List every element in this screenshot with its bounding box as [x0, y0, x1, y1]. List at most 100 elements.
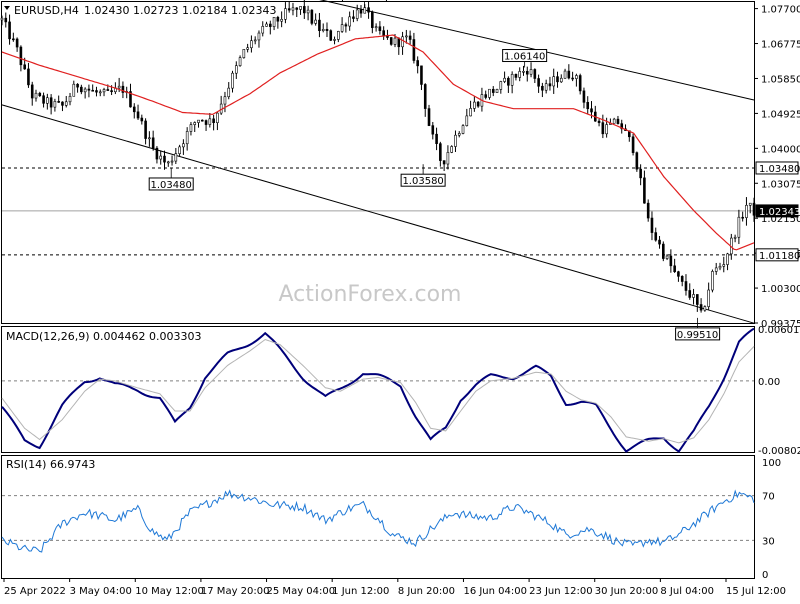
candle-body	[95, 90, 98, 93]
candle-body	[136, 111, 140, 119]
x-tick-label: 8 Jul 04:00	[660, 586, 714, 597]
candle-body	[231, 72, 234, 89]
candle-body	[15, 38, 19, 48]
candle-body	[737, 216, 741, 238]
candle-body	[170, 160, 174, 163]
rsi-y-axis: 100 70 30 0	[762, 458, 781, 581]
candle-body	[49, 97, 53, 108]
candle-body	[291, 7, 295, 11]
candle-body	[329, 30, 333, 41]
candle-body	[148, 137, 151, 140]
macd-y-tick-label: 0.006018	[758, 325, 800, 336]
candle-body	[91, 89, 94, 92]
candle-body	[612, 118, 616, 124]
candle-body	[140, 117, 144, 122]
main-y-axis: 1.07700 1.06775 1.05850 1.04925 1.04000 1.030…	[754, 5, 800, 330]
candle-body	[533, 69, 537, 79]
candle-body	[193, 122, 197, 125]
candle-body	[654, 232, 658, 241]
candle-body	[707, 289, 710, 307]
candle-body	[552, 76, 556, 87]
candle-body	[620, 123, 624, 130]
candle-body	[457, 133, 461, 136]
candle-body	[692, 294, 695, 298]
price-annotations: 1.03480 1.07730 1.03580 1.06140 0.99510	[148, 0, 721, 341]
candle-body	[98, 91, 102, 94]
candle-body	[503, 77, 506, 82]
x-tick-label: 1 Jun 12:00	[332, 586, 389, 597]
candle-body	[102, 89, 106, 93]
macd-line	[1, 327, 755, 453]
annotation-box	[502, 49, 548, 63]
candle-body	[310, 9, 314, 24]
candle-body	[465, 115, 469, 126]
price-level-label: 1.02343	[759, 207, 800, 218]
candle-body	[643, 177, 646, 204]
candle-body	[182, 143, 185, 148]
candle-body	[23, 64, 26, 70]
candle-body	[64, 101, 68, 106]
candle-body	[348, 16, 351, 27]
price-level-label: 1.01180	[759, 251, 800, 262]
candle-body	[4, 17, 8, 23]
candle-body	[38, 92, 42, 97]
ma-path	[1, 34, 755, 251]
candle-body	[450, 146, 453, 153]
candle-body	[571, 77, 574, 80]
candle-body	[12, 38, 15, 41]
candle-body	[166, 161, 170, 164]
candle-body	[696, 294, 699, 305]
candle-body	[269, 23, 272, 27]
candle-body	[688, 290, 692, 298]
horizontal-levels	[2, 167, 754, 256]
x-tick-label: 8 Jun 20:00	[398, 586, 455, 597]
candle-body	[412, 39, 416, 61]
candle-body	[631, 136, 635, 153]
candle-body	[397, 37, 401, 48]
candle-body	[280, 19, 283, 22]
candle-body	[491, 88, 495, 93]
candle-body	[121, 85, 125, 93]
collapse-triangle-icon	[4, 6, 10, 10]
candle-body	[635, 152, 639, 170]
candle-body	[662, 243, 665, 259]
trend-channel	[1, 0, 755, 324]
candle-body	[722, 264, 726, 267]
candle-body	[227, 87, 231, 98]
candle-body	[117, 85, 121, 89]
candle-body	[548, 83, 552, 87]
candle-body	[401, 36, 404, 48]
candle-body	[318, 19, 321, 31]
candle-body	[495, 89, 499, 93]
candle-body	[27, 68, 30, 86]
candle-body	[53, 101, 57, 108]
candle-body	[83, 88, 87, 93]
candle-body	[469, 108, 472, 117]
candle-body	[382, 30, 385, 37]
macd-lines	[1, 327, 755, 453]
candle-body	[371, 11, 374, 28]
candle-body	[155, 147, 159, 160]
candle-body	[427, 108, 431, 126]
x-tick-label: 15 Jul 12:00	[726, 586, 786, 597]
candle-body	[499, 81, 503, 90]
y-tick-label: 1.00300	[761, 284, 800, 295]
candle-body	[200, 119, 204, 122]
candle-body	[745, 204, 748, 218]
candle-body	[30, 84, 34, 99]
candle-body	[72, 83, 76, 97]
x-tick-label: 3 May 04:00	[70, 586, 132, 597]
candle-body	[431, 125, 435, 135]
candle-body	[733, 236, 737, 239]
candle-body	[216, 112, 219, 123]
annotation-label: 1.06140	[504, 52, 545, 63]
candle-body	[355, 9, 359, 19]
candle-body	[132, 106, 136, 113]
y-tick-label: 1.06775	[761, 40, 800, 51]
candle-body	[541, 85, 544, 91]
candle-body	[272, 17, 276, 27]
candle-body	[374, 26, 378, 29]
candle-body	[333, 39, 336, 41]
